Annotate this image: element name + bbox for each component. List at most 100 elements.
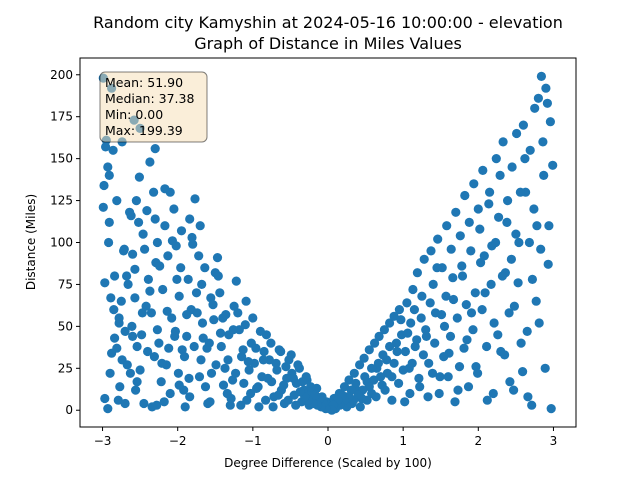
data-point (172, 274, 182, 284)
data-point (200, 263, 210, 273)
data-point (505, 377, 515, 387)
data-point (362, 395, 372, 405)
data-point (428, 279, 438, 289)
data-point (400, 346, 410, 357)
data-point (415, 382, 425, 392)
data-point (145, 286, 155, 296)
data-point (523, 392, 533, 402)
data-point (101, 142, 111, 152)
data-point (546, 404, 556, 414)
data-point (408, 284, 418, 295)
data-point (263, 373, 273, 383)
x-tick-label: 1 (399, 434, 407, 448)
data-point (259, 346, 269, 357)
data-point (147, 402, 157, 412)
data-point (450, 397, 460, 407)
data-point (156, 377, 166, 387)
data-point (416, 313, 426, 323)
data-point (231, 368, 241, 378)
data-point (115, 382, 125, 392)
data-point (394, 378, 404, 388)
data-point (140, 244, 150, 254)
data-point (196, 355, 206, 365)
data-point (527, 400, 537, 410)
stats-box: Mean: 51.90 Median: 37.38 Min: 0.00 Max:… (99, 71, 208, 143)
data-point (494, 212, 504, 222)
data-point (475, 224, 485, 234)
data-point (213, 271, 223, 281)
data-point (405, 388, 415, 399)
data-point (446, 244, 456, 254)
data-point (514, 237, 524, 248)
data-point (103, 162, 113, 172)
data-point (221, 310, 231, 320)
data-point (254, 402, 264, 412)
data-point (476, 258, 486, 268)
data-point (480, 288, 490, 298)
x-tick-label: 0 (324, 434, 332, 448)
data-point (273, 390, 283, 400)
data-point (373, 358, 383, 368)
data-point (189, 341, 199, 352)
data-point (191, 288, 202, 298)
data-point (174, 380, 184, 390)
data-point (238, 345, 248, 355)
data-point (504, 308, 514, 318)
data-point (211, 360, 221, 370)
data-point (306, 382, 316, 392)
data-point (120, 326, 130, 336)
data-point (466, 308, 477, 318)
data-point (427, 368, 438, 378)
data-point (131, 196, 141, 206)
data-point (283, 395, 293, 405)
data-point (478, 165, 488, 175)
data-point (145, 157, 155, 167)
data-point (139, 398, 149, 409)
data-point (243, 357, 253, 367)
data-point (466, 246, 476, 256)
data-point (112, 196, 122, 206)
data-point (423, 392, 433, 402)
data-point (142, 206, 152, 216)
data-point (98, 202, 108, 212)
data-point (253, 382, 263, 392)
data-point (291, 400, 301, 410)
data-point (400, 397, 410, 407)
data-point (182, 331, 192, 341)
data-point (146, 308, 156, 318)
data-point (355, 402, 365, 412)
data-point (150, 214, 160, 224)
data-point (412, 335, 422, 345)
data-point (134, 217, 144, 227)
data-point (218, 380, 229, 390)
data-point (518, 120, 529, 130)
data-point (197, 279, 207, 289)
data-point (364, 345, 374, 355)
data-point (220, 363, 230, 373)
data-point (515, 187, 526, 197)
data-point (389, 358, 399, 368)
data-point (143, 346, 153, 357)
data-point (513, 278, 523, 288)
data-point (255, 326, 265, 336)
data-point (502, 217, 512, 227)
data-point (409, 305, 419, 315)
data-point (389, 311, 399, 321)
data-point (426, 246, 436, 256)
stats-min: Min: 0.00 (105, 107, 163, 122)
data-point (491, 237, 501, 248)
data-point (100, 393, 110, 404)
data-point (473, 204, 483, 214)
data-point (246, 388, 256, 399)
data-point (106, 293, 116, 303)
data-point (477, 305, 487, 315)
data-point (149, 187, 159, 197)
data-point (421, 325, 431, 335)
x-tick-label: 2 (474, 434, 482, 448)
data-point (226, 393, 236, 404)
y-tick-label: 175 (50, 110, 73, 124)
data-point (231, 276, 241, 286)
data-point (135, 365, 145, 375)
chart-title: Random city Kamyshin at 2024-05-16 10:00… (93, 13, 563, 32)
